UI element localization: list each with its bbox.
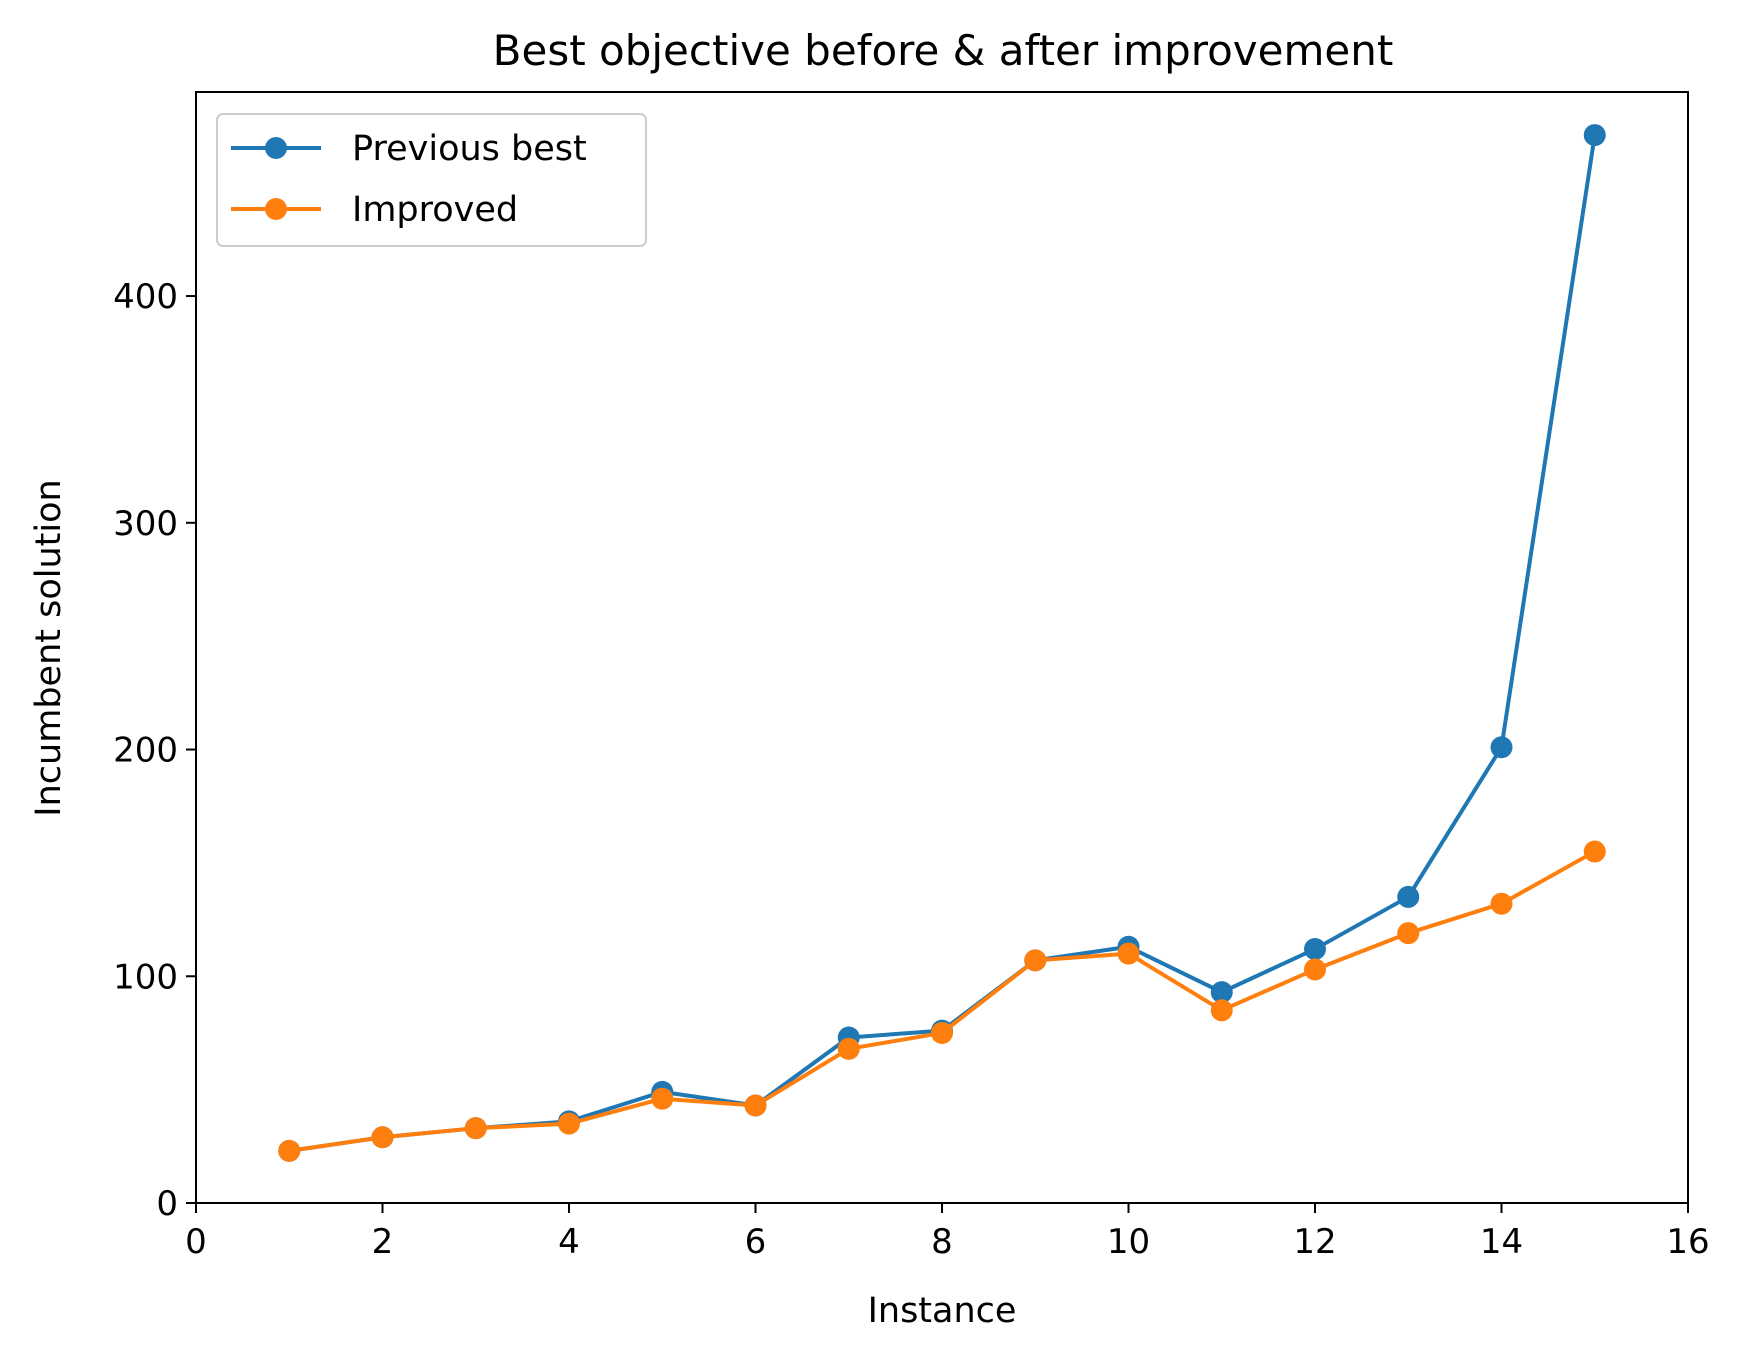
- data-point-improved: [1583, 840, 1606, 863]
- legend-marker-previous-best: [265, 137, 287, 159]
- legend-label-improved: Improved: [352, 190, 518, 230]
- data-point-improved: [1117, 942, 1140, 965]
- data-point-previous-best: [1304, 938, 1326, 961]
- data-point-improved: [464, 1117, 487, 1140]
- legend: Previous best Improved: [216, 113, 647, 247]
- data-point-improved: [1304, 958, 1326, 981]
- x-tick-label: 10: [1107, 1222, 1150, 1262]
- y-axis-label: Incumbent solution: [29, 479, 69, 816]
- y-tick-label: 100: [113, 957, 178, 997]
- y-tick-label: 0: [156, 1184, 178, 1224]
- y-tick-label: 300: [113, 504, 178, 544]
- legend-marker-improved: [265, 198, 287, 220]
- data-point-improved: [1397, 922, 1420, 945]
- x-tick-label: 0: [185, 1222, 207, 1262]
- legend-box: [216, 113, 647, 247]
- x-tick-label: 8: [931, 1222, 953, 1262]
- data-point-improved: [1490, 892, 1513, 915]
- data-point-improved: [931, 1021, 953, 1044]
- data-point-improved: [1024, 949, 1047, 972]
- data-point-previous-best: [1583, 124, 1606, 147]
- x-tick-label: 12: [1293, 1222, 1336, 1262]
- y-axis-ticks: 0 100 200 300 400: [113, 277, 196, 1224]
- data-point-previous-best: [1397, 885, 1420, 908]
- x-axis-label: Instance: [868, 1291, 1017, 1331]
- y-tick-label: 400: [113, 277, 178, 317]
- data-point-improved: [278, 1139, 301, 1162]
- data-point-improved: [1210, 999, 1233, 1022]
- data-point-improved: [744, 1094, 767, 1117]
- x-axis-ticks: 0 2 4 6 8 10 12 14 16: [185, 1203, 1710, 1262]
- x-tick-label: 14: [1480, 1222, 1523, 1262]
- y-tick-label: 200: [113, 731, 178, 771]
- series-improved: [278, 840, 1606, 1162]
- series-layer: [278, 124, 1606, 1162]
- x-tick-label: 6: [745, 1222, 767, 1262]
- data-point-improved: [558, 1112, 580, 1135]
- data-point-improved: [651, 1087, 674, 1110]
- data-point-improved: [371, 1126, 394, 1149]
- data-point-previous-best: [1490, 736, 1513, 759]
- data-point-improved: [837, 1037, 860, 1060]
- chart-title: Best objective before & after improvemen…: [493, 26, 1394, 75]
- x-tick-label: 4: [558, 1222, 580, 1262]
- plot-area-frame: [195, 91, 1689, 1204]
- data-point-previous-best: [1210, 981, 1233, 1004]
- x-tick-label: 2: [372, 1222, 394, 1262]
- legend-label-previous-best: Previous best: [352, 129, 587, 169]
- x-tick-label: 16: [1666, 1222, 1709, 1262]
